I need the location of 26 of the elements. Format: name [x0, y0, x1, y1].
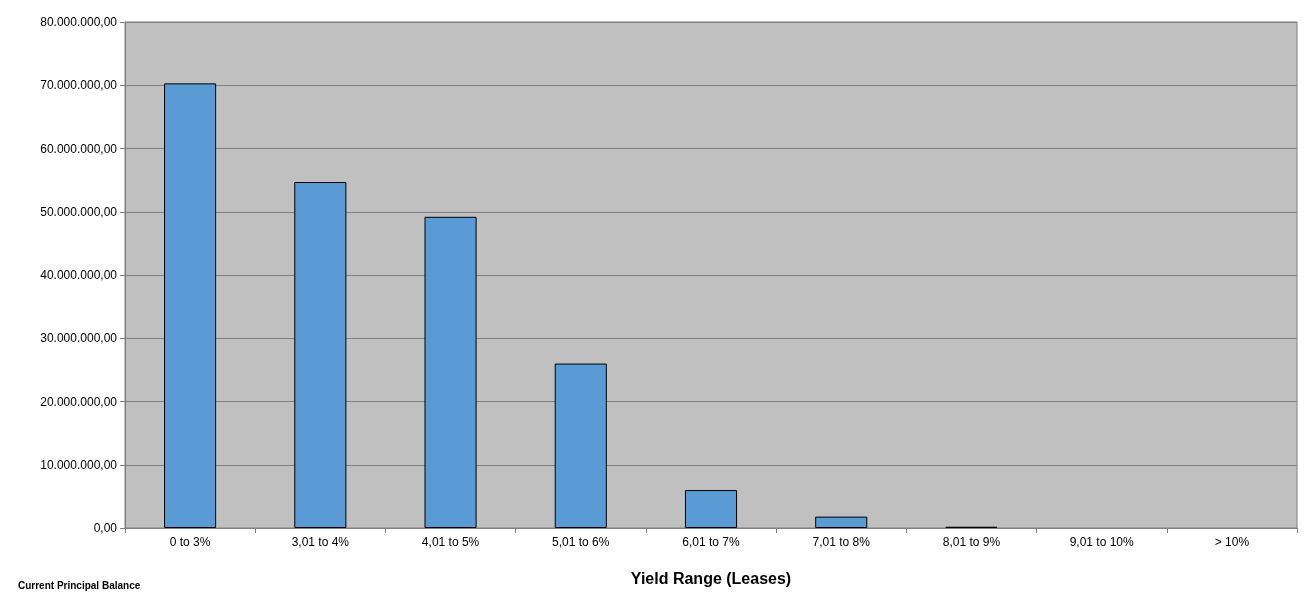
x-tick-label: 4,01 to 5%: [421, 535, 480, 549]
x-tick-label: 5,01 to 6%: [552, 535, 610, 549]
y-tick-label: 40.000.000,00: [40, 268, 118, 282]
x-tick-label: > 10%: [1214, 535, 1250, 549]
y-tick-label: 80.000.000,00: [40, 15, 118, 29]
bar: [554, 363, 607, 528]
y-axis-title: Current Principal Balance: [18, 579, 141, 591]
bar: [164, 83, 217, 528]
x-tick-label: 9,01 to 10%: [1069, 535, 1135, 549]
y-tick-label: 50.000.000,00: [40, 204, 118, 219]
y-tick-label: 0,00: [93, 521, 118, 535]
x-tick-label: 0 to 3%: [169, 535, 211, 549]
y-tick-label: 60.000.000,00: [40, 141, 118, 156]
y-tick-label: 70.000.000,00: [40, 78, 118, 93]
x-tick-label: 8,01 to 9%: [942, 535, 1001, 549]
x-tick-label: 6,01 to 7%: [682, 535, 741, 549]
y-tick-label: 20.000.000,00: [40, 394, 118, 409]
bar: [424, 216, 477, 528]
x-tick-label: 7,01 to 8%: [812, 535, 871, 549]
bar: [815, 516, 868, 528]
bar: [684, 490, 738, 528]
y-tick-label: 10.000.000,00: [40, 457, 118, 472]
x-axis-title: Yield Range (Leases): [630, 569, 792, 587]
y-tick-label: 30.000.000,00: [40, 331, 118, 346]
x-tick-label: 3,01 to 4%: [291, 535, 350, 549]
bar: [294, 182, 347, 528]
